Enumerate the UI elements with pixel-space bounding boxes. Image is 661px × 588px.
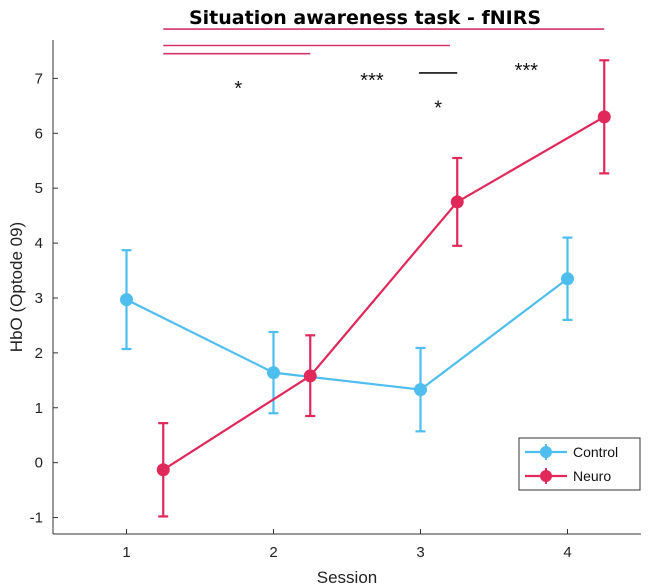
y-tick-label: 0: [35, 455, 43, 472]
significance-label: *: [434, 97, 442, 119]
y-tick-label: 6: [35, 125, 43, 142]
x-tick-label: 2: [269, 544, 277, 561]
data-point-control: [120, 293, 133, 307]
x-tick-label: 1: [122, 544, 130, 561]
data-point-control: [414, 383, 427, 397]
legend-entry-control: Control: [573, 444, 618, 460]
legend-box: [518, 437, 641, 491]
y-tick-label: 7: [35, 70, 43, 87]
significance-label: ***: [360, 70, 384, 92]
y-tick-label: 5: [35, 180, 43, 197]
data-point-neuro: [450, 195, 464, 209]
y-tick-label: 2: [35, 345, 43, 362]
x-tick-label: 4: [563, 544, 571, 561]
legend-entry-neuro: Neuro: [573, 468, 611, 484]
significance-label: *: [234, 78, 242, 100]
chart-title: Situation awareness task - fNIRS: [189, 7, 541, 29]
y-tick-label: 4: [35, 235, 43, 252]
series-line-neuro: [162, 115, 605, 471]
series-line-control: [126, 277, 569, 391]
y-tick-label: -1: [30, 510, 43, 527]
x-tick-label: 3: [416, 544, 424, 561]
y-axis-label: HbO (Optode 09): [7, 222, 26, 352]
y-tick-label: 3: [35, 290, 43, 307]
significance-label: ***: [515, 60, 539, 82]
data-point-control: [267, 366, 280, 380]
data-point-neuro: [303, 369, 317, 383]
data-point-control: [561, 272, 574, 286]
data-point-neuro: [597, 110, 611, 124]
data-point-neuro: [156, 463, 170, 477]
y-tick-label: 1: [35, 400, 43, 417]
x-axis-label: Session: [317, 568, 377, 587]
